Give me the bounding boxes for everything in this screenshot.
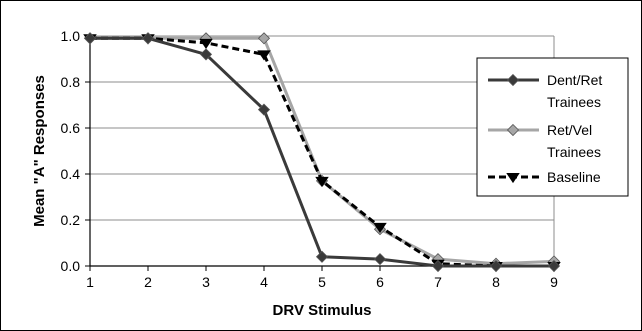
x-tick-label: 5 bbox=[318, 274, 326, 290]
data-point bbox=[199, 48, 213, 61]
data-point bbox=[373, 253, 387, 266]
series-dent-ret-trainees bbox=[83, 32, 561, 273]
legend-swatch-marker bbox=[506, 172, 520, 184]
y-tick-label: 0.0 bbox=[61, 258, 81, 274]
y-tick-label: 0.2 bbox=[61, 212, 81, 228]
x-tick-label: 4 bbox=[260, 274, 268, 290]
x-tick-label: 1 bbox=[86, 274, 94, 290]
data-point bbox=[257, 103, 271, 116]
x-tick-label: 9 bbox=[550, 274, 558, 290]
x-axis-title: DRV Stimulus bbox=[273, 302, 372, 319]
data-point bbox=[373, 222, 387, 234]
data-point bbox=[257, 50, 271, 61]
y-axis-title: Mean "A" Responses bbox=[31, 75, 48, 227]
axes: 0.0 0.2 0.4 0.6 0.8 1.0 1 2 3 4 5 6 7 8 9 bbox=[61, 28, 559, 290]
legend-swatch-marker bbox=[506, 73, 520, 87]
data-point bbox=[315, 176, 329, 188]
legend-entry: Dent/Ret Trainees bbox=[488, 72, 602, 110]
x-tick-label: 8 bbox=[492, 274, 500, 290]
x-tick-label: 2 bbox=[144, 274, 152, 290]
grid-lines bbox=[90, 35, 555, 266]
legend-label: Trainees bbox=[547, 144, 601, 160]
legend-label: Baseline bbox=[547, 169, 601, 185]
legend-swatch-marker bbox=[506, 123, 520, 137]
x-tick-label: 3 bbox=[202, 274, 210, 290]
data-point bbox=[141, 32, 155, 45]
data-point bbox=[315, 250, 329, 263]
y-tick-label: 1.0 bbox=[61, 28, 81, 44]
legend-entry: Ret/Vel Trainees bbox=[488, 122, 601, 160]
legend-label: Ret/Vel bbox=[547, 122, 592, 138]
data-point bbox=[257, 32, 271, 45]
data-point bbox=[83, 32, 97, 45]
x-tick-label: 6 bbox=[376, 274, 384, 290]
data-point bbox=[199, 38, 213, 50]
data-point bbox=[547, 259, 561, 273]
y-tick-label: 0.6 bbox=[61, 120, 81, 136]
legend-entry: Baseline bbox=[488, 169, 601, 185]
data-point bbox=[431, 259, 445, 273]
series-group bbox=[83, 32, 561, 273]
legend: Dent/Ret Trainees Ret/Vel Trainees Baseline bbox=[476, 57, 629, 197]
y-tick-label: 0.4 bbox=[61, 166, 81, 182]
legend-label: Trainees bbox=[547, 94, 601, 110]
legend-label: Dent/Ret bbox=[547, 72, 602, 88]
data-point bbox=[489, 259, 503, 273]
x-tick-label: 7 bbox=[434, 274, 442, 290]
y-tick-label: 0.8 bbox=[61, 74, 81, 90]
